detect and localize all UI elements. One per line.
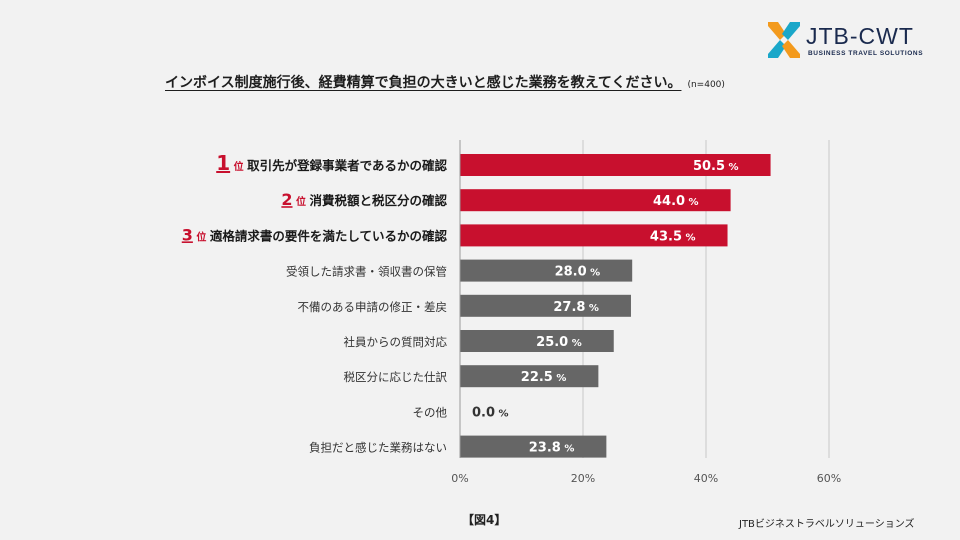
x-tick-label: 60% (817, 472, 841, 485)
bar (460, 435, 607, 458)
data-label: 44.0 % (653, 194, 699, 209)
data-label: 27.8 % (553, 300, 599, 315)
category-label: 不備のある申請の修正・差戻 (298, 300, 448, 314)
data-label: 23.8 % (529, 441, 575, 456)
bar (460, 365, 599, 388)
category-label: 3 位 適格請求書の要件を満たしているかの確認 (182, 225, 448, 244)
data-label: 25.0 % (536, 335, 582, 350)
category-label: 社員からの質問対応 (344, 335, 448, 349)
bar (460, 294, 631, 317)
source-credit: JTBビジネストラベルソリューションズ (739, 519, 915, 530)
x-tick-label: 40% (694, 472, 718, 485)
category-label: 1 位 取引先が登録事業者であるかの確認 (216, 151, 447, 175)
x-tick-label: 20% (571, 472, 595, 485)
data-label: 22.5 % (521, 370, 567, 385)
category-label: 負担だと感じた業務はない (309, 441, 447, 455)
bar (460, 189, 731, 212)
data-label: 50.5 % (693, 159, 739, 174)
x-tick-label: 0% (451, 472, 468, 485)
bar (460, 259, 633, 282)
logo-name: JTB-CWT (806, 23, 914, 49)
logo-mark-icon (768, 22, 800, 58)
logo-tagline: BUSINESS TRAVEL SOLUTIONS (808, 50, 924, 57)
category-label: 税区分に応じた仕訳 (344, 370, 448, 384)
category-label: その他 (413, 405, 448, 419)
sample-size: (n=400) (687, 80, 725, 90)
figure-label: 【図4】 (462, 513, 507, 527)
bar (460, 330, 614, 352)
bar (460, 154, 771, 176)
category-label: 受領した請求書・領収書の保管 (286, 265, 447, 279)
data-label: 43.5 % (650, 229, 696, 244)
data-label: 0.0 % (472, 405, 509, 420)
jtb-cwt-logo: JTB-CWT BUSINESS TRAVEL SOLUTIONS (766, 20, 936, 62)
category-label: 2 位 消費税額と税区分の確認 (281, 190, 447, 209)
chart-title-main: インボイス制度施行後、経費精算で負担の大きいと感じた業務を教えてください。 (165, 75, 682, 91)
chart-title: インボイス制度施行後、経費精算で負担の大きいと感じた業務を教えてください。 (n=… (165, 72, 725, 92)
bar (460, 224, 728, 247)
data-label: 28.0 % (555, 265, 601, 280)
